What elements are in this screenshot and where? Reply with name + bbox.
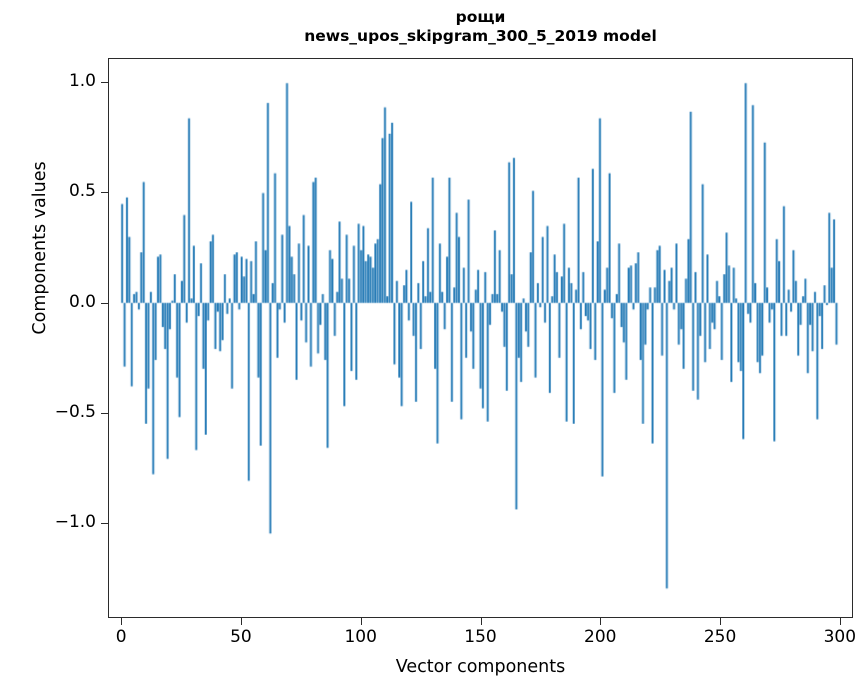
x-axis-tick-mark (360, 618, 362, 625)
x-axis-tick-label: 150 (464, 627, 497, 647)
y-axis-tick-mark (101, 192, 108, 194)
x-axis-label: Vector components (395, 657, 566, 677)
y-axis-tick-label: 1.0 (68, 71, 96, 92)
x-axis-tick-mark (480, 618, 482, 625)
y-axis-tick-mark (101, 523, 108, 525)
chart-title-line-2: news_upos_skipgram_300_5_2019 model (304, 27, 657, 45)
chart-title: рощи news_upos_skipgram_300_5_2019 model (108, 8, 853, 46)
x-axis-tick-label: 0 (115, 627, 127, 647)
y-axis-tick-label: −1.0 (54, 512, 96, 533)
plot-area (108, 58, 853, 618)
x-axis-tick-label: 200 (584, 627, 617, 647)
bar-series-canvas (109, 59, 852, 617)
x-axis-tick-label: 300 (823, 627, 857, 647)
y-axis-tick-label: 0.0 (68, 291, 96, 312)
y-axis-tick-label: 0.5 (68, 181, 96, 202)
x-axis-tick-mark (839, 618, 841, 625)
x-axis-tick-label: 50 (230, 627, 252, 647)
x-axis-tick-mark (121, 618, 123, 625)
x-axis-tick-mark (720, 618, 722, 625)
x-axis-tick-label: 250 (703, 627, 737, 647)
y-axis-tick-mark (101, 302, 108, 304)
x-axis-tick-label: 100 (344, 627, 377, 647)
chart-title-line-1: рощи (455, 8, 506, 26)
x-axis-tick-mark (600, 618, 602, 625)
y-axis-tick-label: −0.5 (54, 401, 96, 422)
y-axis-tick-labels: −1.0 −0.5 0.0 0.5 1.0 (0, 58, 96, 618)
x-axis-tick-mark (240, 618, 242, 625)
y-axis-tick-mark (101, 412, 108, 414)
y-axis-tick-mark (101, 82, 108, 84)
x-axis-tick-labels: 0 50 100 150 200 250 300 (0, 628, 867, 652)
